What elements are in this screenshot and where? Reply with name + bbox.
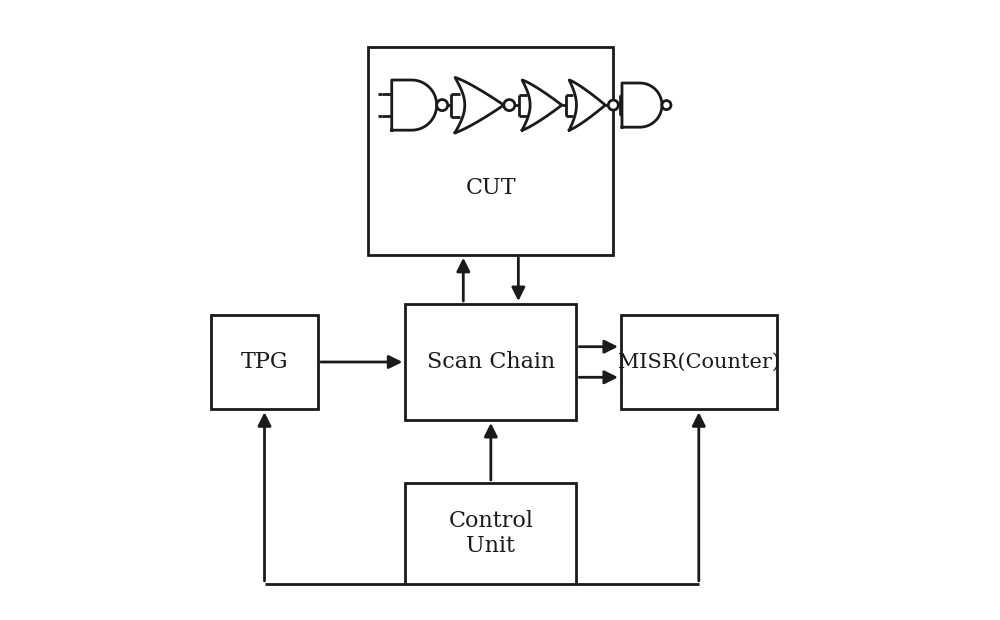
Polygon shape (622, 83, 662, 127)
Circle shape (662, 100, 671, 110)
Text: Scan Chain: Scan Chain (427, 351, 555, 373)
Text: Control
Unit: Control Unit (448, 510, 533, 557)
Bar (405, 483, 576, 583)
Bar (368, 47, 613, 255)
Bar (211, 314, 318, 409)
Bar (405, 304, 576, 420)
Text: CUT: CUT (466, 177, 516, 198)
Polygon shape (392, 80, 437, 130)
Polygon shape (569, 80, 605, 130)
Circle shape (608, 100, 618, 110)
Circle shape (504, 100, 515, 110)
Text: MISR(Counter): MISR(Counter) (618, 353, 780, 371)
Polygon shape (455, 78, 504, 133)
Text: TPG: TPG (241, 351, 288, 373)
Polygon shape (522, 80, 562, 130)
Circle shape (437, 100, 448, 110)
Bar (621, 314, 777, 409)
